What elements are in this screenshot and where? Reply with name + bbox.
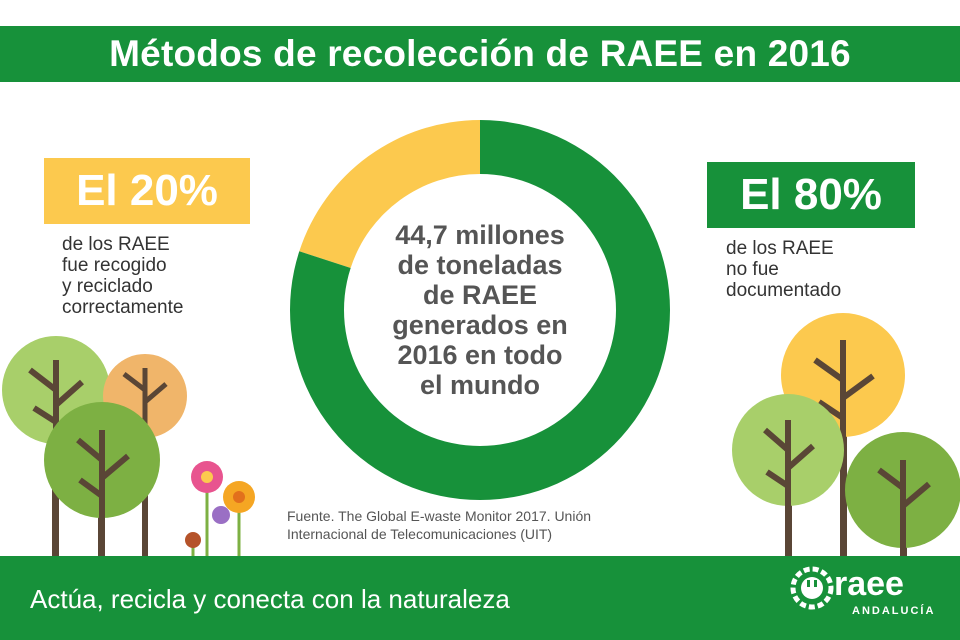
flower-icon — [223, 481, 255, 513]
source-citation: Fuente. The Global E-waste Monitor 2017.… — [287, 507, 707, 543]
slogan: Actúa, recicla y conecta con la naturale… — [30, 584, 510, 614]
stat-20-desc-line: fue recogido — [62, 255, 167, 276]
stat-20-desc-line: correctamente — [62, 297, 184, 318]
center-text-line: el mundo — [420, 370, 540, 400]
source-line: Fuente. The Global E-waste Monitor 2017.… — [287, 508, 592, 524]
stat-20-description: de los RAEE fue recogido y reciclado cor… — [62, 234, 262, 318]
page-title: Métodos de recolección de RAEE en 2016 — [0, 26, 960, 82]
center-text-line: 44,7 millones — [395, 220, 565, 250]
center-text-line: 2016 en todo — [397, 340, 563, 370]
stat-80-description: de los RAEE no fue documentado — [726, 238, 926, 301]
stat-20-desc-line: y reciclado — [62, 276, 153, 297]
stat-20-desc-line: de los RAEE — [62, 234, 170, 255]
flower-icon — [191, 461, 223, 493]
stat-20-percent: El 20% — [44, 158, 250, 224]
trees-right-illustration — [732, 313, 960, 560]
tree-icon — [732, 394, 844, 560]
donut-center-text: 44,7 millones de toneladas de RAEE gener… — [350, 220, 610, 400]
footer-bar — [0, 556, 960, 640]
donut-chart — [290, 120, 670, 500]
stat-80-desc-line: no fue — [726, 259, 779, 280]
trees-left-illustration — [2, 336, 187, 560]
raee-logo: raee ANDALUCÍA — [790, 562, 940, 632]
flower-icon — [185, 506, 230, 548]
logo-subtitle: ANDALUCÍA — [852, 605, 936, 617]
logo-word: raee — [834, 565, 904, 603]
stat-80-desc-line: documentado — [726, 280, 842, 301]
center-text-line: generados en — [392, 310, 568, 340]
tree-icon — [845, 432, 960, 560]
stat-80-percent: El 80% — [707, 162, 915, 228]
center-text-line: de RAEE — [422, 280, 538, 310]
plug-icon — [790, 566, 834, 610]
donut-slice-20-percent — [299, 120, 480, 268]
flowers-illustration — [185, 461, 255, 557]
stat-80-desc-line: de los RAEE — [726, 238, 834, 259]
source-line: Internacional de Telecomunicaciones (UIT… — [287, 526, 553, 542]
center-text-line: de toneladas — [397, 250, 563, 280]
tree-icon — [44, 402, 160, 560]
